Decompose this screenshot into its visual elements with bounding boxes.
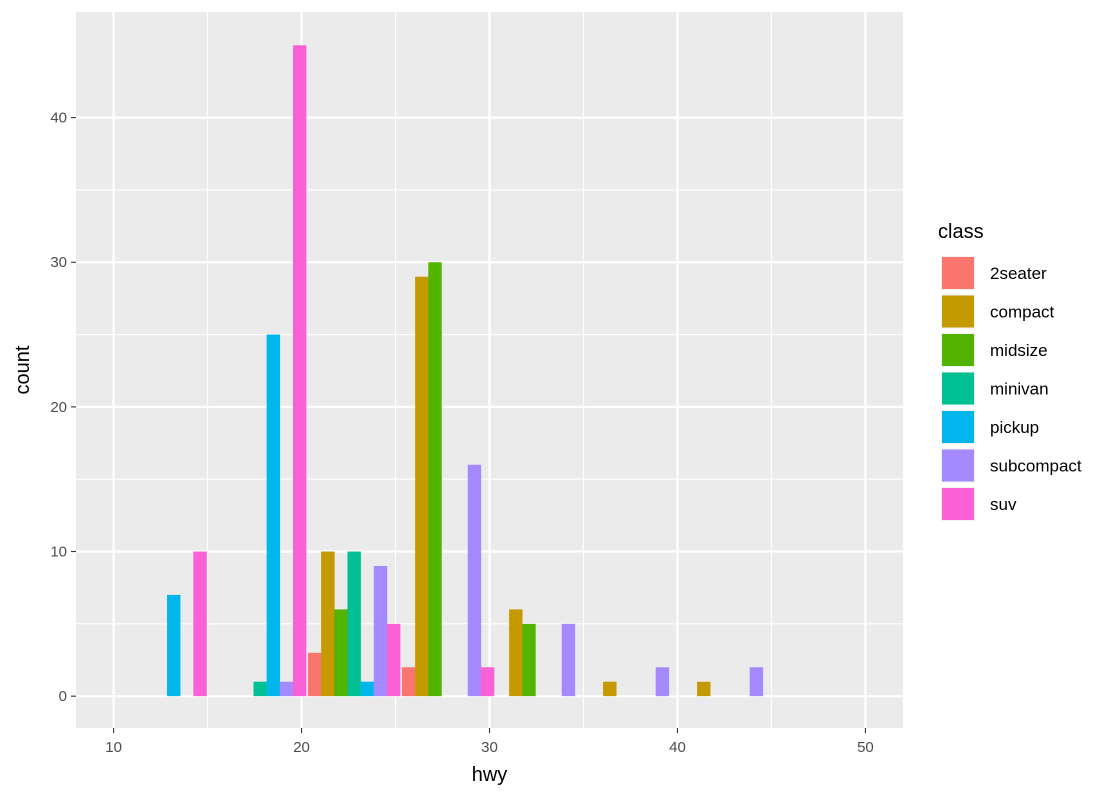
bar-midsize: [522, 623, 536, 697]
legend-label-subcompact: subcompact: [990, 457, 1082, 476]
x-tick-label: 20: [293, 739, 310, 756]
bar-compact: [603, 681, 617, 697]
y-tick-label: 30: [50, 254, 67, 271]
y-tick-label: 10: [50, 544, 67, 561]
bar-compact: [697, 681, 711, 697]
legend-swatch-pickup: [942, 411, 974, 443]
y-tick-label: 40: [50, 110, 67, 127]
bar-2seater: [307, 652, 322, 697]
bars: [167, 45, 764, 697]
bar-subcompact: [467, 464, 482, 697]
legend-label-compact: compact: [990, 303, 1055, 322]
x-tick-label: 50: [857, 739, 874, 756]
x-tick-label: 30: [481, 739, 498, 756]
bar-subcompact: [561, 623, 576, 697]
bar-midsize: [428, 262, 442, 697]
legend-swatch-suv: [942, 488, 974, 520]
bar-subcompact: [373, 565, 388, 697]
y-tick-label: 20: [50, 399, 67, 416]
legend-label-suv: suv: [990, 495, 1017, 514]
y-axis: 0 10 20 30 40: [50, 110, 76, 705]
legend-swatch-2seater: [942, 257, 974, 289]
x-tick-label: 10: [105, 739, 122, 756]
legend-title: class: [938, 221, 984, 243]
legend: class 2seater compact midsize minivan pickup…: [938, 221, 1082, 521]
bar-subcompact: [279, 681, 294, 697]
bar-suv: [193, 551, 207, 697]
bar-midsize: [334, 609, 348, 697]
legend-swatch-minivan: [942, 372, 974, 405]
legend-swatch-subcompact: [942, 449, 974, 482]
bar-compact: [415, 276, 429, 697]
x-axis-title: hwy: [472, 764, 508, 786]
bar-pickup: [167, 594, 181, 697]
legend-label-pickup: pickup: [990, 418, 1039, 437]
bar-pickup: [360, 681, 375, 697]
bar-subcompact: [749, 667, 764, 697]
bar-suv: [386, 623, 401, 697]
bar-subcompact: [655, 667, 670, 697]
y-tick-label: 0: [59, 688, 67, 705]
bar-compact: [321, 551, 335, 697]
bar-suv: [292, 45, 307, 697]
bar-2seater: [401, 667, 416, 697]
legend-label-midsize: midsize: [990, 341, 1048, 360]
bar-suv: [480, 667, 495, 697]
x-tick-label: 40: [669, 739, 686, 756]
x-axis: 10 20 30 40 50: [105, 728, 874, 756]
bar-compact: [509, 609, 523, 697]
bar-pickup: [266, 334, 281, 697]
legend-label-2seater: 2seater: [990, 264, 1047, 283]
legend-swatch-midsize: [942, 334, 974, 366]
bar-minivan: [347, 551, 361, 697]
legend-swatch-compact: [942, 295, 974, 328]
y-axis-title: count: [12, 345, 34, 394]
legend-label-minivan: minivan: [990, 380, 1049, 399]
bar-minivan: [253, 681, 267, 697]
